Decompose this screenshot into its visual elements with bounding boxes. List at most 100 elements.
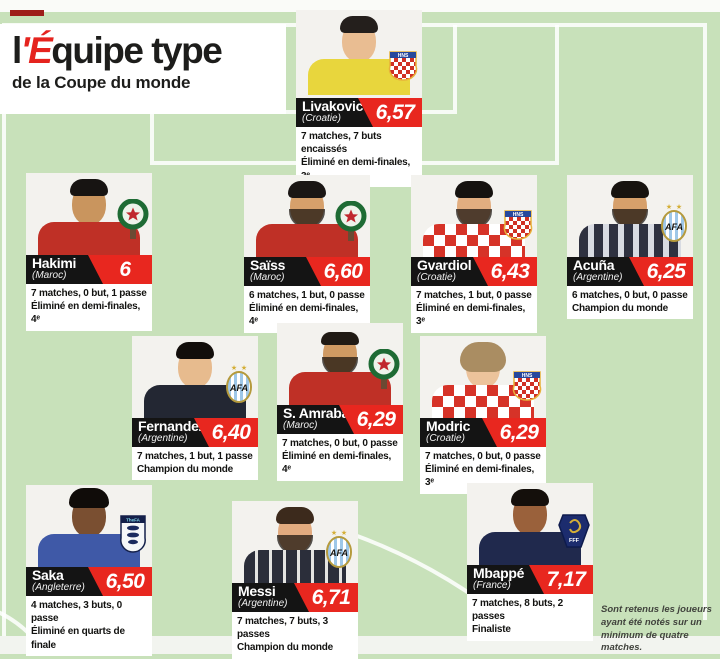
stat-line-2: Champion du monde (572, 302, 688, 315)
rating-box: 6,50 (88, 567, 152, 596)
player-rating: 7,17 (537, 568, 586, 592)
rating-box: 6,40 (194, 418, 258, 447)
player-hair (276, 507, 314, 524)
player-country: (Argentine) (138, 434, 194, 444)
rating-box: 6,25 (629, 257, 693, 286)
svg-text:TheFA: TheFA (126, 518, 141, 523)
player-stats: 7 matches, 8 buts, 2 passes Finaliste (467, 594, 593, 641)
svg-text:HNS: HNS (398, 53, 409, 59)
name-bar: Messi (Argentine) 6,71 (232, 583, 358, 612)
player-rating: 6,50 (96, 570, 145, 594)
svg-text:FFF: FFF (569, 538, 580, 544)
player-rating: 6,29 (490, 421, 539, 445)
rating-box: 6,60 (306, 257, 370, 286)
croatia-crest-icon: HNS (510, 362, 544, 406)
player-country: (Angleterre) (32, 583, 88, 593)
player-card-messi: ★ ★ AFA Messi (Argentine) 6,71 7 matches… (232, 501, 358, 659)
name-bar: Livakovic (Croatie) 6,57 (296, 98, 422, 127)
stat-line-2: Champion du monde (237, 641, 353, 654)
player-stats: 7 matches, 7 buts, 3 passes Champion du … (232, 612, 358, 659)
player-hair (70, 179, 108, 196)
player-country: (Maroc) (32, 271, 88, 281)
name-bar: Saïss (Maroc) 6,60 (244, 257, 370, 286)
title-part2: quipe type (51, 30, 221, 71)
player-country: (Croatie) (426, 434, 482, 444)
stat-line-1: 6 matches, 1 but, 0 passe (249, 289, 365, 302)
player-country: (Argentine) (238, 599, 294, 609)
player-stats: 6 matches, 0 but, 0 passe Champion du mo… (567, 286, 693, 319)
player-rating: 6,57 (366, 101, 415, 125)
player-hair (340, 16, 378, 33)
name-bar: Modric (Croatie) 6,29 (420, 418, 546, 447)
player-rating: 6,60 (314, 260, 363, 284)
svg-text:★: ★ (241, 364, 247, 372)
player-country: (Croatie) (417, 273, 473, 283)
footer-note: Sont retenus les joueurs ayant été notés… (601, 604, 717, 655)
svg-text:AFA: AFA (329, 548, 348, 558)
stat-line-1: 7 matches, 0 but, 1 passe (31, 287, 147, 300)
stat-line-2: Éliminé en demi-finales, 4ᵉ (31, 300, 147, 326)
svg-text:★: ★ (676, 203, 682, 211)
name-bar: Mbappé (France) 7,17 (467, 565, 593, 594)
player-card-hakimi: Hakimi (Maroc) 6 7 matches, 0 but, 1 pas… (26, 173, 152, 331)
rating-box: 6,29 (339, 405, 403, 434)
player-name: Modric (426, 419, 482, 434)
player-rating: 6 (109, 258, 130, 282)
stat-line-1: 7 matches, 8 buts, 2 passes (472, 597, 588, 623)
rating-box: 6,71 (294, 583, 358, 612)
stat-line-1: 7 matches, 1 but, 0 passe (416, 289, 532, 302)
stat-line-2: Finaliste (472, 623, 588, 636)
svg-text:★: ★ (231, 364, 237, 372)
name-bar: Fernandez (Argentine) 6,40 (132, 418, 258, 447)
stat-line-1: 7 matches, 0 but, 0 passe (282, 437, 398, 450)
player-stats: 7 matches, 1 but, 1 passe Champion du mo… (132, 447, 258, 480)
france-crest-icon: FFF (557, 509, 591, 553)
player-rating: 6,25 (637, 260, 686, 284)
argentina-crest-icon: ★ ★ AFA (322, 527, 356, 571)
player-name: Livakovic (302, 99, 358, 114)
player-hair (611, 181, 649, 198)
player-card-livakovic: HNS Livakovic (Croatie) 6,57 7 matches, … (296, 10, 422, 187)
croatia-crest-icon: HNS (386, 42, 420, 86)
masthead: l'Équipe type de la Coupe du monde (0, 24, 286, 114)
page-title: l'Équipe type (12, 32, 286, 69)
player-card-amrabat: S. Amrabat (Maroc) 6,29 7 matches, 0 but… (277, 323, 403, 481)
player-card-mbappe: FFF Mbappé (France) 7,17 7 matches, 8 bu… (467, 483, 593, 641)
player-rating: 6,40 (202, 421, 251, 445)
svg-text:AFA: AFA (229, 383, 248, 393)
player-name: Fernandez (138, 419, 194, 434)
player-rating: 6,43 (481, 260, 530, 284)
svg-text:★: ★ (331, 529, 337, 537)
player-hair (511, 489, 549, 506)
name-bar: Saka (Angleterre) 6,50 (26, 567, 152, 596)
player-card-acuna: ★ ★ AFA Acuña (Argentine) 6,25 6 matches… (567, 175, 693, 319)
name-bar: S. Amrabat (Maroc) 6,29 (277, 405, 403, 434)
player-country: (Maroc) (250, 273, 306, 283)
player-name: Saka (32, 568, 88, 583)
svg-text:HNS: HNS (513, 212, 524, 218)
name-bar: Acuña (Argentine) 6,25 (567, 257, 693, 286)
stat-line-1: 7 matches, 7 buts, 3 passes (237, 615, 353, 641)
croatia-crest-icon: HNS (501, 201, 535, 245)
player-name: Messi (238, 584, 294, 599)
svg-text:★: ★ (341, 529, 347, 537)
player-hair (321, 332, 359, 345)
player-card-saka: TheFA Saka (Angleterre) 6,50 4 matches, … (26, 485, 152, 656)
svg-text:★: ★ (666, 203, 672, 211)
masthead-dash (10, 10, 44, 16)
player-hair (460, 342, 506, 372)
name-bar: Hakimi (Maroc) 6 (26, 255, 152, 284)
player-rating: 6,71 (302, 586, 351, 610)
rating-box: 6 (88, 255, 152, 284)
stat-line-1: 7 matches, 7 buts encaissés (301, 130, 417, 156)
stat-line-2: Éliminé en quarts de finale (31, 625, 147, 651)
stat-line-1: 6 matches, 0 but, 0 passe (572, 289, 688, 302)
player-rating: 6,29 (347, 408, 396, 432)
stat-line-2: Éliminé en demi-finales, 3ᵉ (416, 302, 532, 328)
player-name: Mbappé (473, 566, 529, 581)
player-name: Hakimi (32, 256, 88, 271)
player-name: S. Amrabat (283, 406, 339, 421)
player-name: Acuña (573, 258, 629, 273)
player-stats: 4 matches, 3 buts, 0 passe Éliminé en qu… (26, 596, 152, 656)
player-stats: 7 matches, 0 but, 0 passe Éliminé en dem… (277, 434, 403, 481)
